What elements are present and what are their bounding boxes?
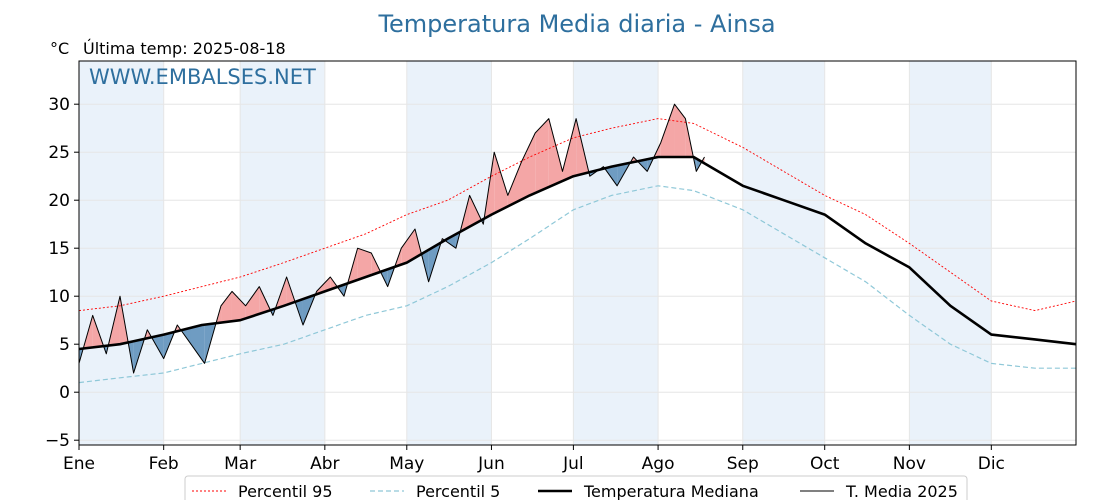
deviation-fill: [548, 118, 563, 187]
x-tick-label: Jun: [477, 454, 505, 474]
deviation-fill: [494, 152, 508, 214]
legend: Percentil 95 Percentil 5 Temperatura Med…: [184, 475, 968, 500]
series-line-thin-black: [78, 103, 705, 374]
legend-label-current: T. Media 2025: [845, 482, 958, 500]
month-band-nov: [909, 61, 992, 445]
y-axis: −5 0 5 10 15 20 25 30: [45, 95, 79, 451]
x-tick-label: Feb: [149, 454, 179, 474]
month-band-mar: [240, 61, 325, 445]
x-tick-label: May: [389, 454, 424, 474]
deviation-fill: [469, 195, 482, 227]
deviation-fill: [245, 286, 260, 319]
deviation-fill: [660, 104, 675, 157]
x-tick-label: Sep: [727, 454, 759, 474]
x-tick-label: Abr: [310, 454, 339, 474]
x-tick-label: Oct: [810, 454, 840, 474]
x-tick-label: Mar: [224, 454, 256, 474]
month-band-jul: [573, 61, 659, 445]
deviation-fill: [357, 248, 372, 280]
legend-box: [184, 475, 968, 500]
last-temp-label: Última temp: 2025-08-18: [83, 39, 286, 58]
series-line-dotted-red: [78, 118, 1077, 312]
month-band-ene: [79, 61, 164, 445]
deviation-fill: [190, 324, 205, 364]
y-tick-label: 10: [48, 287, 70, 307]
deviation-fill: [562, 118, 577, 181]
deviation-fill: [231, 291, 246, 322]
legend-label-p95: Percentil 95: [238, 482, 333, 500]
y-tick-label: 0: [59, 383, 70, 403]
x-tick-label: Nov: [893, 454, 926, 474]
month-bands: [79, 61, 992, 445]
chart-title: Temperatura Media diaria - Ainsa: [377, 10, 775, 38]
x-tick-label: Ago: [642, 454, 675, 474]
deviation-fill: [507, 161, 522, 207]
x-tick-label: Jul: [562, 454, 584, 474]
y-tick-label: 25: [48, 143, 70, 163]
x-tick-label: Dic: [978, 454, 1005, 474]
y-tick-label: 15: [48, 239, 70, 259]
month-band-sep: [742, 61, 825, 445]
y-axis-unit: °C: [50, 39, 69, 58]
y-tick-label: −5: [45, 431, 70, 451]
deviation-fill: [521, 133, 536, 200]
legend-label-p5: Percentil 5: [416, 482, 500, 500]
x-tick-label: Ene: [63, 454, 95, 474]
series-lines: [78, 103, 1077, 384]
legend-label-median: Temperatura Mediana: [583, 482, 759, 500]
y-tick-label: 5: [59, 335, 70, 355]
deviation-fill: [444, 234, 456, 249]
series-line-dashed-lightblue: [78, 185, 1076, 384]
deviation-fill: [401, 229, 415, 265]
deviation-fill: [674, 104, 686, 157]
deviation-fill: [221, 291, 232, 323]
plot-area-frame: [78, 60, 1077, 446]
deviation-fill: [535, 118, 549, 193]
watermark: WWW.EMBALSES.NET: [89, 65, 316, 89]
series-line-thick-black: [78, 155, 1077, 351]
y-tick-label: 30: [48, 95, 70, 115]
x-axis: Ene Feb Mar Abr May Jun Jul Ago Sep Oct Nov Dic: [63, 445, 1005, 474]
y-tick-label: 20: [48, 191, 70, 211]
